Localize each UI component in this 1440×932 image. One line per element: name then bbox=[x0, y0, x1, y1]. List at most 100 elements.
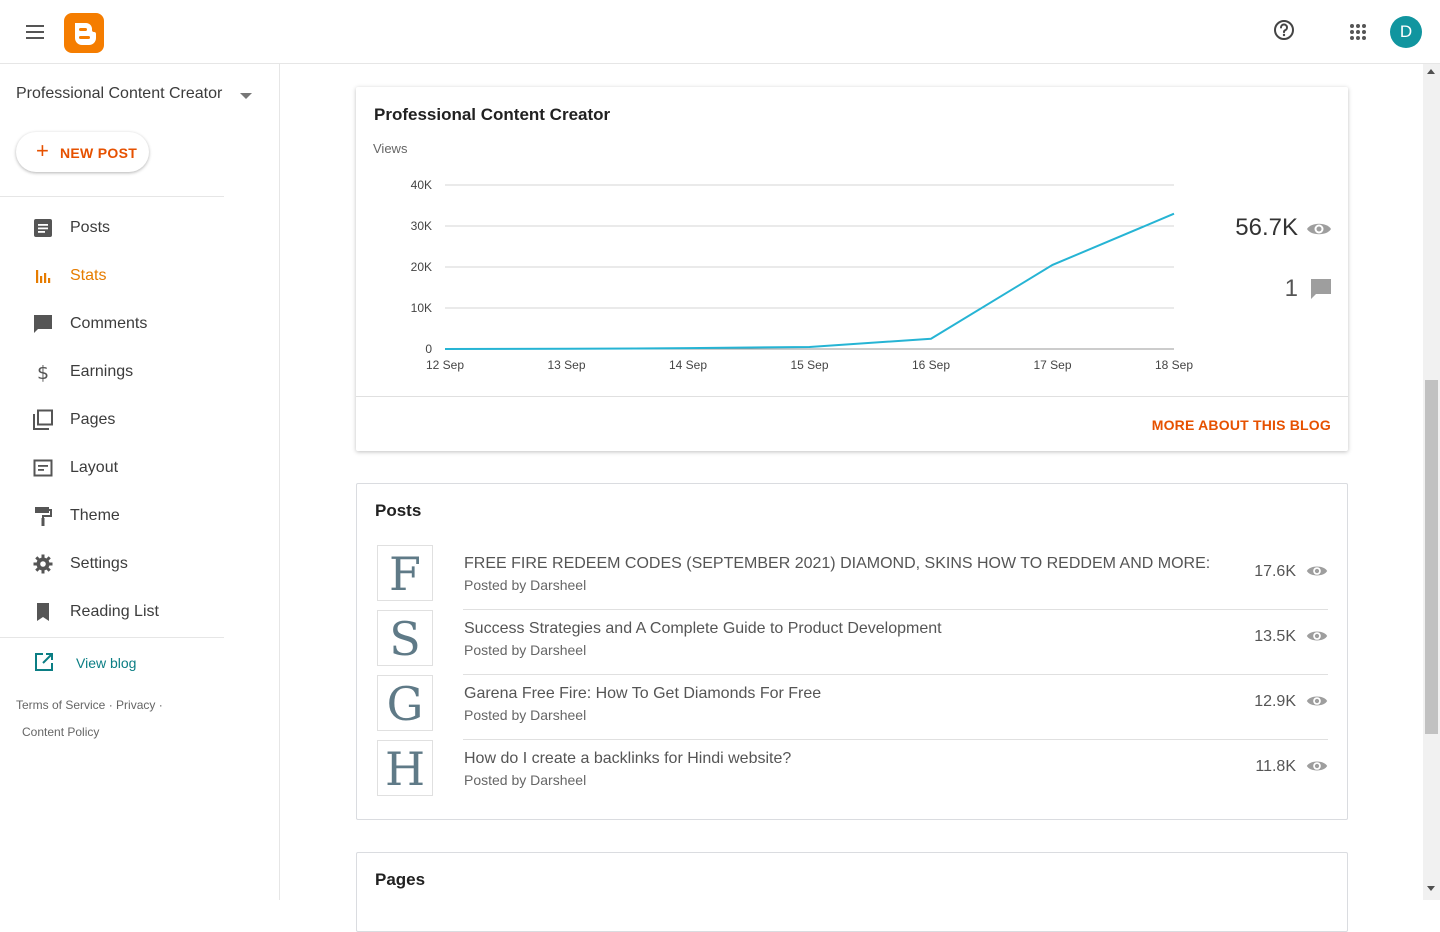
views-label: Views bbox=[373, 141, 408, 156]
post-title: FREE FIRE REDEEM CODES (SEPTEMBER 2021) … bbox=[464, 555, 1211, 572]
sidebar-item-layout[interactable]: Layout bbox=[0, 448, 224, 488]
post-title: Success Strategies and A Complete Guide … bbox=[464, 620, 942, 637]
apps-grid-icon[interactable] bbox=[1342, 16, 1374, 48]
view-blog-label: View blog bbox=[76, 655, 137, 671]
post-thumbnail: S bbox=[377, 610, 433, 666]
row-divider bbox=[463, 674, 1328, 675]
row-divider bbox=[463, 609, 1328, 610]
plus-icon: + bbox=[36, 138, 49, 163]
sidebar-item-earnings[interactable]: $ Earnings bbox=[0, 352, 224, 392]
scroll-up-arrow[interactable] bbox=[1427, 69, 1435, 74]
divider bbox=[0, 637, 224, 638]
post-thumbnail: H bbox=[377, 740, 433, 796]
blog-selector[interactable]: Professional Content Creator bbox=[16, 85, 256, 107]
sidebar-item-settings[interactable]: Settings bbox=[0, 544, 224, 584]
y-tick-label: 40K bbox=[411, 178, 432, 192]
eye-icon bbox=[1306, 631, 1328, 641]
scroll-thumb[interactable] bbox=[1425, 380, 1438, 734]
new-post-label: NEW POST bbox=[60, 145, 138, 161]
post-author: Posted by Darsheel bbox=[464, 707, 587, 723]
sidebar-item-label: Comments bbox=[70, 315, 148, 332]
bookmark-icon bbox=[37, 603, 49, 621]
top-app-bar: D bbox=[0, 0, 1440, 64]
sidebar-item-label: Earnings bbox=[70, 363, 134, 380]
blogger-logo[interactable] bbox=[64, 13, 104, 53]
pages-icon bbox=[33, 409, 53, 430]
x-tick-label: 14 Sep bbox=[669, 358, 707, 372]
total-comments: 1 bbox=[1236, 275, 1332, 305]
views-series-line bbox=[444, 212, 1175, 350]
stats-card: Professional Content Creator Views 0 10K 2… bbox=[356, 87, 1348, 451]
sidebar-item-comments[interactable]: Comments bbox=[0, 304, 224, 344]
stats-card-title: Professional Content Creator bbox=[374, 105, 611, 124]
post-row[interactable]: F FREE FIRE REDEEM CODES (SEPTEMBER 2021… bbox=[377, 545, 1328, 610]
sidebar-item-stats[interactable]: Stats bbox=[0, 256, 224, 296]
sidebar-item-label: Posts bbox=[70, 219, 111, 236]
pages-card: Pages bbox=[356, 852, 1348, 932]
x-tick-label: 16 Sep bbox=[912, 358, 950, 372]
posts-card-title: Posts bbox=[375, 501, 422, 520]
avatar[interactable]: D bbox=[1390, 16, 1422, 48]
layout-icon bbox=[33, 459, 53, 477]
post-row[interactable]: G Garena Free Fire: How To Get Diamonds … bbox=[377, 675, 1328, 740]
post-views: 11.8K bbox=[1255, 758, 1296, 775]
post-views: 17.6K bbox=[1254, 563, 1296, 580]
pages-card-title: Pages bbox=[375, 870, 426, 889]
footer-links: Terms of Service · Privacy · Content Pol… bbox=[16, 698, 163, 739]
sidebar-item-posts[interactable]: Posts bbox=[0, 208, 224, 248]
new-post-button[interactable]: + NEW POST bbox=[16, 132, 149, 172]
post-row[interactable]: H How do I create a backlinks for Hindi … bbox=[377, 740, 1328, 796]
x-tick-label: 12 Sep bbox=[426, 358, 464, 372]
post-views: 12.9K bbox=[1254, 693, 1296, 710]
row-divider bbox=[463, 739, 1328, 740]
comment-icon bbox=[34, 315, 52, 333]
card-divider bbox=[356, 396, 1348, 397]
x-tick-label: 17 Sep bbox=[1033, 358, 1071, 372]
divider bbox=[0, 196, 224, 197]
sidebar: Professional Content Creator + NEW POST … bbox=[0, 64, 280, 900]
chevron-down-icon bbox=[240, 93, 252, 99]
privacy-link[interactable]: Privacy bbox=[116, 698, 156, 712]
scrollbar[interactable] bbox=[1423, 64, 1440, 900]
eye-icon bbox=[1307, 223, 1331, 235]
sidebar-item-theme[interactable]: Theme bbox=[0, 496, 224, 536]
terms-link[interactable]: Terms of Service bbox=[16, 698, 106, 712]
y-tick-label: 0 bbox=[425, 342, 432, 356]
paint-roller-icon bbox=[35, 507, 52, 526]
sidebar-item-label: Settings bbox=[70, 555, 128, 572]
comment-icon bbox=[1311, 279, 1331, 299]
blog-name: Professional Content Creator bbox=[16, 85, 223, 102]
sidebar-item-pages[interactable]: Pages bbox=[0, 400, 224, 440]
post-thumbnail: G bbox=[377, 675, 433, 731]
content-policy-link[interactable]: Content Policy bbox=[22, 725, 100, 739]
stats-icon bbox=[36, 270, 51, 283]
post-title: Garena Free Fire: How To Get Diamonds Fo… bbox=[464, 685, 822, 702]
eye-icon bbox=[1306, 696, 1328, 706]
sidebar-item-label: Reading List bbox=[70, 603, 159, 620]
x-tick-label: 15 Sep bbox=[790, 358, 828, 372]
sidebar-item-reading-list[interactable]: Reading List bbox=[0, 592, 224, 632]
gear-icon bbox=[33, 554, 53, 574]
post-author: Posted by Darsheel bbox=[464, 642, 587, 658]
sidebar-item-label: Theme bbox=[70, 507, 120, 524]
post-row[interactable]: S Success Strategies and A Complete Guid… bbox=[377, 610, 1328, 675]
hamburger-icon[interactable] bbox=[24, 22, 48, 42]
more-about-blog-link[interactable]: MORE ABOUT THIS BLOG bbox=[1151, 417, 1331, 433]
total-views-count: 56.7K bbox=[1235, 214, 1298, 241]
sidebar-item-label: Stats bbox=[70, 267, 107, 284]
svg-text:$: $ bbox=[37, 362, 49, 383]
total-comments-count: 1 bbox=[1284, 275, 1298, 302]
total-views: 56.7K bbox=[1235, 214, 1332, 244]
post-author: Posted by Darsheel bbox=[464, 772, 587, 788]
y-tick-label: 10K bbox=[411, 301, 432, 315]
posts-card: Posts F FREE FIRE REDEEM CODES (SEPTEMBE… bbox=[356, 483, 1348, 820]
post-title: How do I create a backlinks for Hindi we… bbox=[464, 750, 792, 767]
view-blog-link[interactable]: View blog bbox=[0, 642, 224, 682]
help-icon[interactable] bbox=[1268, 16, 1300, 48]
post-thumbnail: F bbox=[377, 545, 433, 601]
posts-icon bbox=[34, 219, 52, 237]
post-views: 13.5K bbox=[1254, 628, 1296, 645]
x-tick-label: 13 Sep bbox=[547, 358, 585, 372]
x-tick-label: 18 Sep bbox=[1155, 358, 1193, 372]
scroll-down-arrow[interactable] bbox=[1427, 886, 1435, 891]
